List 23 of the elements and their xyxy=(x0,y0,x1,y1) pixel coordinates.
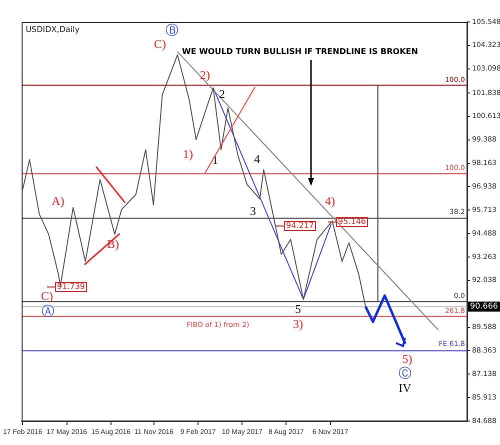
annotation: A) xyxy=(52,194,64,208)
annotation: C) xyxy=(154,37,166,52)
chart-title: USDIDX,Daily xyxy=(26,25,80,34)
annotation: 91.739 xyxy=(57,282,85,292)
annotation: IV xyxy=(398,381,412,396)
annotation: 3 xyxy=(250,204,256,218)
annotation: 1) xyxy=(183,147,193,162)
annotation: 2 xyxy=(219,87,225,102)
annotation: 4 xyxy=(254,152,260,166)
annotation: Ⓐ xyxy=(42,304,54,320)
annotation: 94.217 xyxy=(286,221,314,230)
annotation: 4) xyxy=(325,194,335,208)
annotation: 2) xyxy=(200,68,210,82)
annotation: 1 xyxy=(212,152,218,167)
annotation: 5 xyxy=(295,302,301,316)
annotation: C) xyxy=(41,289,54,304)
annotation: WE WOULD TURN BULLISH IF TRENDLINE IS BROKEN xyxy=(182,47,418,56)
annotation: 95.146 xyxy=(338,217,366,226)
annotation: Ⓒ xyxy=(398,366,412,382)
annotation: Ⓑ xyxy=(166,23,178,38)
ref-line-label: 90.666 xyxy=(470,302,498,311)
annotation: 3) xyxy=(293,317,303,332)
annotation: 5) xyxy=(402,352,412,366)
